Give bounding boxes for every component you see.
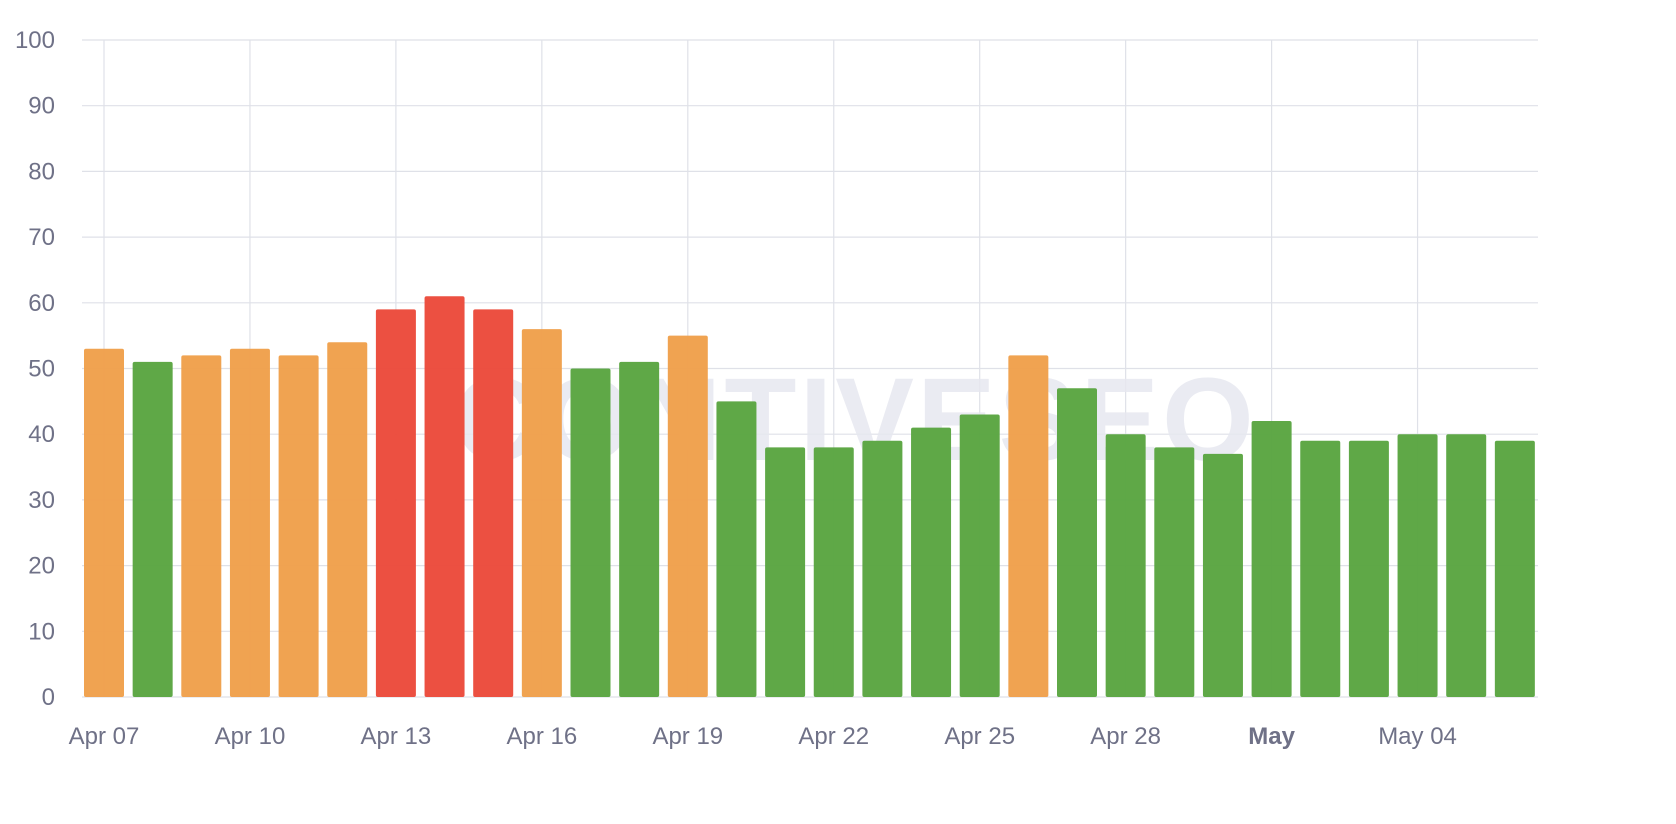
x-tick-label: May 04 xyxy=(1378,723,1457,750)
x-axis-ticks: Apr 07 Apr 10 Apr 13 Apr 16 Apr 19 Apr 22 Apr … xyxy=(69,723,1457,750)
y-tick-label: 40 xyxy=(28,421,55,448)
x-tick-label: Apr 22 xyxy=(798,723,869,750)
x-tick-label: Apr 25 xyxy=(944,723,1015,750)
bar-apr-25[interactable] xyxy=(959,414,1000,697)
bar-apr-17[interactable] xyxy=(570,368,611,698)
bar-apr-14[interactable] xyxy=(424,296,465,697)
bar-apr-12[interactable] xyxy=(327,342,368,697)
bar-apr-30[interactable] xyxy=(1202,453,1243,697)
bar-apr-26[interactable] xyxy=(1008,355,1049,697)
bar-apr-15[interactable] xyxy=(473,309,514,697)
y-tick-label: 30 xyxy=(28,487,55,514)
x-tick-label: Apr 13 xyxy=(361,723,432,750)
y-tick-label: 10 xyxy=(28,618,55,645)
y-tick-label: 70 xyxy=(28,224,55,251)
bar-apr-28[interactable] xyxy=(1105,434,1146,697)
y-tick-label: 80 xyxy=(28,158,55,185)
bar-may-04[interactable] xyxy=(1397,434,1438,697)
x-tick-label: May xyxy=(1248,723,1295,750)
bar-apr-21[interactable] xyxy=(765,447,806,697)
bar-may-01[interactable] xyxy=(1251,421,1292,697)
bar-may-05[interactable] xyxy=(1446,434,1487,697)
y-tick-label: 0 xyxy=(42,684,55,711)
x-tick-label: Apr 07 xyxy=(69,723,140,750)
bar-may-03[interactable] xyxy=(1348,440,1389,697)
bar-may-02[interactable] xyxy=(1300,440,1341,697)
bar-apr-23[interactable] xyxy=(862,440,903,697)
x-tick-label: Apr 16 xyxy=(506,723,577,750)
y-tick-label: 50 xyxy=(28,356,55,383)
y-tick-label: 90 xyxy=(28,93,55,120)
bar-apr-29[interactable] xyxy=(1154,447,1195,697)
bar-apr-10[interactable] xyxy=(229,348,270,697)
bar-apr-22[interactable] xyxy=(813,447,854,697)
bars xyxy=(84,296,1535,697)
bar-apr-20[interactable] xyxy=(716,401,757,697)
bar-apr-13[interactable] xyxy=(375,309,416,697)
bar-apr-18[interactable] xyxy=(619,361,660,697)
y-tick-label: 20 xyxy=(28,553,55,580)
x-tick-label: Apr 10 xyxy=(215,723,286,750)
x-tick-label: Apr 19 xyxy=(652,723,723,750)
y-tick-label: 100 xyxy=(15,27,55,54)
bar-may-06[interactable] xyxy=(1494,440,1535,697)
y-tick-label: 60 xyxy=(28,290,55,317)
bar-apr-16[interactable] xyxy=(521,329,562,697)
bar-apr-07[interactable] xyxy=(84,348,124,697)
bar-apr-27[interactable] xyxy=(1057,388,1097,697)
bar-apr-09[interactable] xyxy=(181,355,222,697)
x-tick-label: Apr 28 xyxy=(1090,723,1161,750)
bar-apr-24[interactable] xyxy=(911,427,952,697)
bar-apr-11[interactable] xyxy=(278,355,319,697)
y-axis-ticks: 0 10 20 30 40 50 60 70 80 90 100 xyxy=(15,27,55,711)
bar-apr-08[interactable] xyxy=(132,361,173,697)
bar-apr-19[interactable] xyxy=(667,335,708,697)
